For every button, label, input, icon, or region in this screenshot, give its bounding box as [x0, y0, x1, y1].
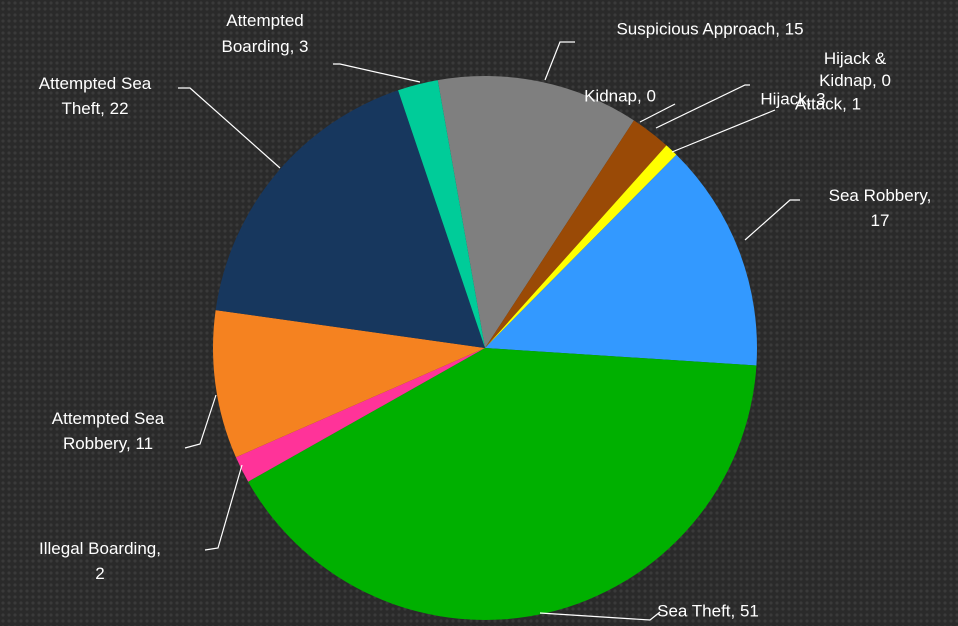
- pie-slice: [248, 348, 757, 621]
- data-label: Kidnap, 0: [584, 86, 656, 105]
- leader-line: [178, 87, 281, 169]
- labels: Suspicious Approach, 15 Kidnap, 0 Hijack, …: [39, 11, 932, 621]
- pie-slice: [485, 120, 667, 348]
- pie-slice: [485, 154, 757, 366]
- leader-line: [671, 109, 776, 153]
- leader-line: [539, 611, 661, 621]
- pie-slice: [485, 145, 667, 348]
- data-label: Attempted Sea Theft, 22: [39, 74, 152, 118]
- pie-slice: [398, 80, 485, 348]
- pie-slice: [485, 145, 677, 348]
- data-label: Attempted Boarding, 3: [222, 11, 309, 56]
- pie-slice: [437, 76, 634, 348]
- leader-line: [544, 41, 575, 81]
- leader-line: [655, 84, 750, 129]
- leader-line: [184, 394, 217, 449]
- leader-line: [639, 103, 676, 123]
- pie: [213, 76, 757, 621]
- data-label: Hijack, 3: [760, 89, 825, 108]
- data-label: Hijack & Kidnap, 0: [819, 49, 891, 90]
- data-label: Suspicious Approach, 15: [616, 19, 803, 38]
- pie-slice: [235, 348, 485, 482]
- leader-line: [744, 199, 800, 241]
- pie-slice: [213, 310, 485, 458]
- data-label: Sea Theft, 51: [657, 601, 759, 620]
- leader-line: [204, 464, 243, 551]
- data-label: Illegal Boarding, 2: [39, 539, 161, 583]
- pie-slice: [215, 90, 485, 348]
- data-label: Sea Robbery, 17: [829, 186, 932, 230]
- data-label: Attack, 1: [795, 94, 861, 113]
- data-label: Attempted Sea Robbery, 11: [52, 409, 165, 453]
- leader-line: [333, 63, 421, 83]
